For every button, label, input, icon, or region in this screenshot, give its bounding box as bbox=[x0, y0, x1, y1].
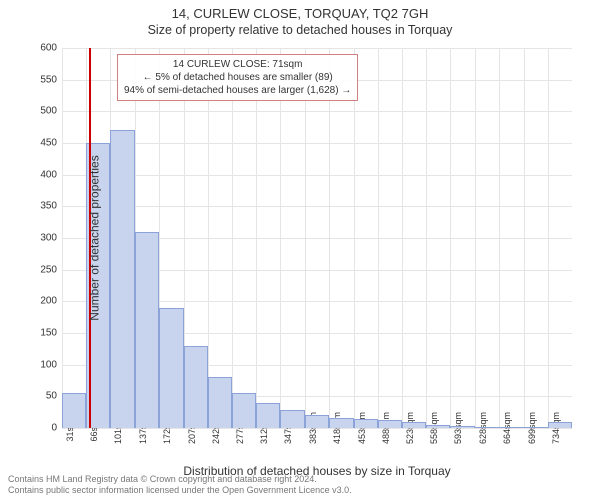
y-tick-label: 450 bbox=[40, 138, 62, 149]
gridline-v bbox=[256, 48, 257, 428]
x-tick-label: 593sqm bbox=[450, 412, 463, 444]
gridline-h bbox=[62, 206, 572, 207]
histogram-bar bbox=[232, 393, 256, 428]
y-tick-label: 600 bbox=[40, 43, 62, 54]
histogram-bar bbox=[354, 419, 378, 428]
histogram-bar bbox=[110, 130, 134, 428]
chart-title: 14, CURLEW CLOSE, TORQUAY, TQ2 7GH bbox=[0, 6, 600, 21]
y-tick-label: 250 bbox=[40, 264, 62, 275]
x-tick-label: 628sqm bbox=[475, 412, 488, 444]
gridline-v bbox=[402, 48, 403, 428]
y-tick-label: 500 bbox=[40, 106, 62, 117]
gridline-h bbox=[62, 143, 572, 144]
gridline-v bbox=[378, 48, 379, 428]
x-tick-label: 488sqm bbox=[378, 412, 391, 444]
x-tick-label: 664sqm bbox=[499, 412, 512, 444]
gridline-v bbox=[305, 48, 306, 428]
footer: Contains HM Land Registry data © Crown c… bbox=[8, 474, 352, 497]
y-tick-label: 150 bbox=[40, 328, 62, 339]
footer-line-2: Contains public sector information licen… bbox=[8, 485, 352, 496]
histogram-bar bbox=[159, 308, 183, 428]
histogram-bar bbox=[329, 418, 353, 428]
gridline-v bbox=[232, 48, 233, 428]
gridline-v bbox=[62, 48, 63, 428]
histogram-bar bbox=[135, 232, 159, 428]
gridline-v bbox=[450, 48, 451, 428]
annotation-box: 14 CURLEW CLOSE: 71sqm← 5% of detached h… bbox=[117, 54, 358, 101]
gridline-h bbox=[62, 111, 572, 112]
gridline-v bbox=[475, 48, 476, 428]
histogram-bar bbox=[378, 420, 402, 428]
y-tick-label: 400 bbox=[40, 169, 62, 180]
histogram-bar bbox=[499, 427, 523, 428]
histogram-bar bbox=[426, 425, 450, 428]
histogram-bar bbox=[475, 427, 499, 428]
gridline-v bbox=[208, 48, 209, 428]
x-tick-label: 734sqm bbox=[548, 412, 561, 444]
histogram-bar bbox=[402, 422, 426, 428]
y-tick-label: 50 bbox=[46, 391, 62, 402]
gridline-v bbox=[426, 48, 427, 428]
annotation-line: 94% of semi-detached houses are larger (… bbox=[124, 84, 351, 97]
x-tick-label: 558sqm bbox=[426, 412, 439, 444]
gridline-v bbox=[524, 48, 525, 428]
annotation-line: 14 CURLEW CLOSE: 71sqm bbox=[124, 58, 351, 71]
y-tick-label: 200 bbox=[40, 296, 62, 307]
chart-subtitle: Size of property relative to detached ho… bbox=[0, 23, 600, 37]
gridline-v bbox=[499, 48, 500, 428]
chart-header: 14, CURLEW CLOSE, TORQUAY, TQ2 7GH Size … bbox=[0, 0, 600, 39]
annotation-line: ← 5% of detached houses are smaller (89) bbox=[124, 71, 351, 84]
histogram-bar bbox=[280, 410, 304, 428]
chart-area: 05010015020025030035040045050055060031sq… bbox=[62, 48, 572, 428]
gridline-v bbox=[280, 48, 281, 428]
histogram-bar bbox=[256, 403, 280, 428]
plot-region: 05010015020025030035040045050055060031sq… bbox=[62, 48, 572, 428]
y-axis-label: Number of detached properties bbox=[88, 155, 102, 320]
x-tick-label: 523sqm bbox=[402, 412, 415, 444]
histogram-bar bbox=[305, 415, 329, 428]
footer-line-1: Contains HM Land Registry data © Crown c… bbox=[8, 474, 352, 485]
y-tick-label: 0 bbox=[51, 423, 62, 434]
gridline-v bbox=[329, 48, 330, 428]
y-tick-label: 300 bbox=[40, 233, 62, 244]
y-tick-label: 100 bbox=[40, 359, 62, 370]
x-tick-label: 418sqm bbox=[329, 412, 342, 444]
histogram-bar bbox=[208, 377, 232, 428]
histogram-bar bbox=[450, 426, 474, 428]
histogram-bar bbox=[548, 422, 572, 428]
histogram-bar bbox=[184, 346, 208, 428]
y-tick-label: 350 bbox=[40, 201, 62, 212]
x-tick-label: 453sqm bbox=[354, 412, 367, 444]
gridline-v bbox=[548, 48, 549, 428]
histogram-bar bbox=[62, 393, 86, 428]
gridline-h bbox=[62, 48, 572, 49]
gridline-v bbox=[354, 48, 355, 428]
gridline-h bbox=[62, 175, 572, 176]
x-tick-label: 699sqm bbox=[524, 412, 537, 444]
histogram-bar bbox=[524, 427, 548, 428]
y-tick-label: 550 bbox=[40, 74, 62, 85]
